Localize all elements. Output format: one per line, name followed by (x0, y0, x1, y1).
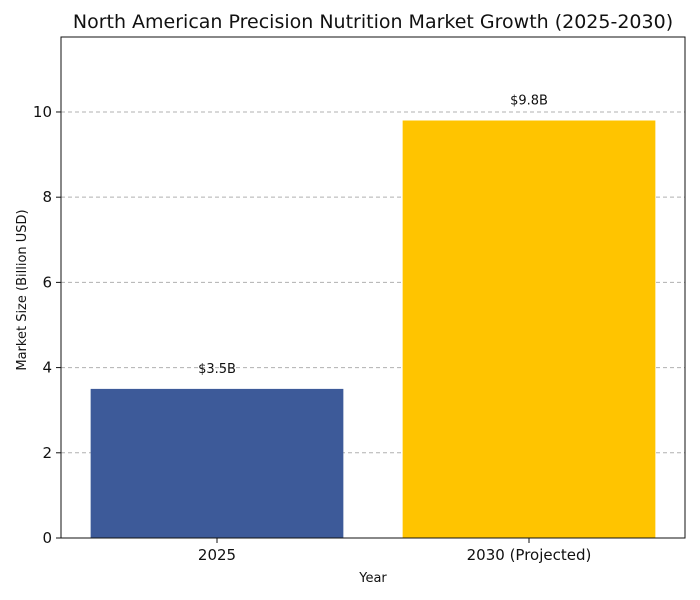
x-tick-label: 2030 (Projected) (467, 546, 592, 564)
chart-title: North American Precision Nutrition Marke… (73, 11, 673, 33)
bar-2 (402, 120, 656, 538)
y-tick-label: 0 (42, 529, 52, 547)
y-axis-label: Market Size (Billion USD) (15, 209, 30, 370)
bars (90, 120, 656, 538)
y-axis-ticks: 0 2 4 6 8 10 (33, 103, 61, 547)
data-labels: $3.5B $9.8B (198, 94, 548, 377)
y-tick-label: 2 (42, 444, 52, 462)
bar-1 (90, 388, 344, 538)
y-tick-label: 6 (42, 273, 52, 291)
y-tick-label: 8 (42, 188, 52, 206)
data-label: $9.8B (510, 94, 548, 109)
x-axis-label: Year (358, 571, 387, 586)
x-axis-ticks: 2025 2030 (Projected) (198, 538, 591, 564)
x-tick-label: 2025 (198, 546, 236, 564)
y-tick-label: 10 (33, 103, 52, 121)
data-label: $3.5B (198, 362, 236, 377)
plot-frame (60, 36, 686, 539)
y-tick-label: 4 (42, 359, 52, 377)
